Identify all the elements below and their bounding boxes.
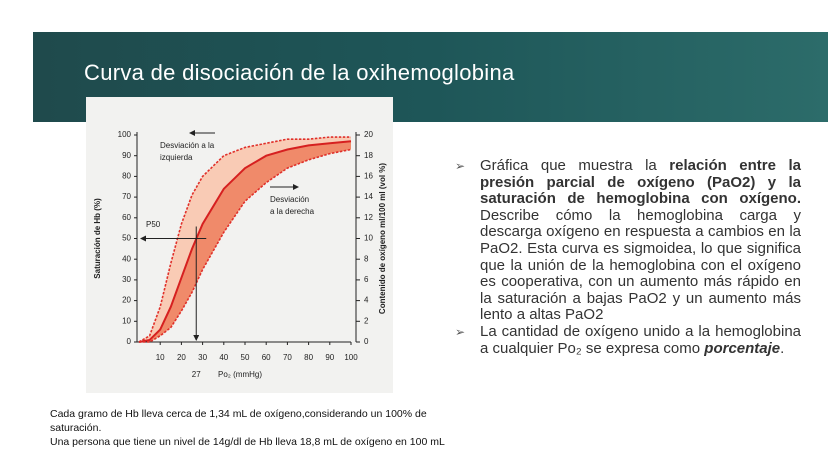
bullet-text: porcentaje — [704, 339, 781, 357]
y-tick-label: 60 — [122, 213, 131, 222]
y-tick-label: 30 — [122, 275, 131, 284]
y-tick-label: 40 — [122, 254, 131, 263]
x-tick-label: 50 — [241, 353, 250, 362]
y-tick-label: 0 — [127, 337, 132, 346]
chart: 0 10 20 30 40 50 60 70 80 90 100 0 2 4 6 8 10 12 14 16 18 20 1… — [93, 130, 387, 379]
bullet-text: Gráfica que muestra la — [480, 157, 670, 174]
y2-tick-label: 2 — [364, 316, 369, 325]
x-tick-label: 80 — [304, 353, 313, 362]
y2-tick-label: 10 — [364, 234, 373, 243]
y2-tick-label: 8 — [364, 254, 369, 263]
figure: 0 10 20 30 40 50 60 70 80 90 100 0 2 4 6 8 10 12 14 16 18 20 1… — [86, 97, 393, 393]
y2-axis-label: Contenido de oxígeno ml/100 ml (vol %) — [378, 163, 387, 314]
x-tick-label: 30 — [198, 353, 207, 362]
y2-tick-label: 18 — [364, 151, 373, 160]
y-tick-label: 90 — [122, 151, 131, 160]
note: Cada gramo de Hb lleva cerca de 1,34 mL … — [50, 408, 427, 434]
y-tick-label: 100 — [118, 130, 132, 139]
slide-title: Curva de disociación de la oxihemoglobin… — [84, 60, 515, 85]
note: Una persona que tiene un nivel de 14g/dl… — [50, 436, 445, 448]
bullet-list: Gráfica que muestra la relación entre la… — [455, 157, 801, 357]
bullet-text: La cantidad de oxígeno unido a la hemogl… — [480, 322, 801, 357]
y-tick-label: 20 — [122, 296, 131, 305]
y2-tick-label: 6 — [364, 275, 369, 284]
y-tick-label: 70 — [122, 192, 131, 201]
annotation: Desviación — [270, 195, 309, 204]
p50-x-label: 27 — [192, 370, 201, 379]
x-tick-label: 90 — [325, 353, 334, 362]
y-tick-label: 80 — [122, 172, 131, 181]
bullet-text: Describe cómo la hemoglobina carga y des… — [480, 206, 801, 324]
annotation: izquierda — [160, 153, 193, 162]
y2-tick-label: 20 — [364, 130, 373, 139]
y2-tick-label: 14 — [364, 192, 373, 201]
annotation: Desviación a la — [160, 141, 215, 150]
x-tick-label: 40 — [219, 353, 228, 362]
curve — [138, 140, 352, 343]
x-tick-label: 100 — [344, 353, 358, 362]
p50-label: P50 — [146, 220, 161, 229]
x-tick-label: 20 — [177, 353, 186, 362]
y-axis-label: Saturación de Hb (%) — [93, 198, 102, 279]
y2-tick-label: 12 — [364, 213, 373, 222]
bullet-text: . — [780, 339, 785, 357]
bullet: Gráfica que muestra la relación entre la… — [455, 157, 801, 324]
y-tick-label: 50 — [122, 234, 131, 243]
y2-tick-label: 0 — [364, 337, 369, 346]
shaded-band — [139, 141, 351, 342]
notes: Cada gramo de Hb lleva cerca de 1,34 mL … — [50, 407, 450, 449]
bullet: La cantidad de oxígeno unido a la hemogl… — [455, 322, 801, 357]
x-axis-label: Po₂ (mmHg) — [218, 370, 262, 379]
curve — [139, 148, 352, 343]
x-tick-label: 60 — [262, 353, 271, 362]
y2-tick-label: 16 — [364, 172, 373, 181]
curve — [138, 136, 351, 343]
x-tick-label: 10 — [156, 353, 165, 362]
y-tick-label: 10 — [122, 316, 131, 325]
bullet-text: relación entre la presión parcial de oxí… — [480, 157, 801, 208]
y2-tick-label: 4 — [364, 296, 369, 305]
x-tick-label: 70 — [283, 353, 292, 362]
annotation: a la derecha — [270, 207, 315, 216]
